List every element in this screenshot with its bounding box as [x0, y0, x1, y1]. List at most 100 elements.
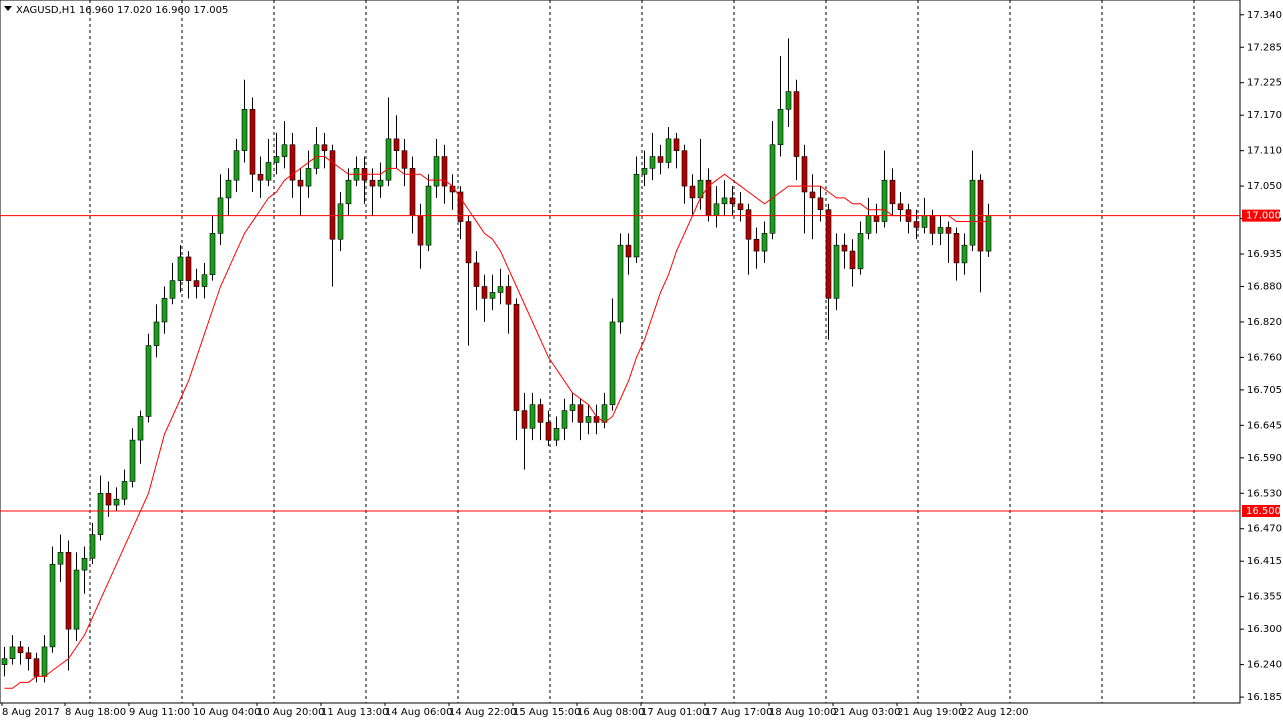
x-tick-label: 10 Aug 20:00	[257, 707, 324, 718]
moving-average	[4, 156, 989, 689]
level-label: 17.000	[1246, 211, 1281, 222]
y-tick-label: 16.820	[1247, 317, 1282, 328]
candle-body	[577, 404, 584, 423]
candle-body	[409, 168, 416, 216]
candle-body	[945, 227, 952, 234]
candle-body	[753, 238, 760, 252]
candle-body	[9, 646, 16, 659]
candle-body	[521, 410, 528, 429]
candle-body	[673, 138, 680, 151]
y-tick-label: 17.340	[1247, 10, 1282, 21]
y-tick-label: 17.285	[1247, 42, 1282, 53]
candle-body	[281, 144, 288, 157]
candle-body	[937, 227, 944, 234]
candle-body	[401, 150, 408, 169]
candle-body	[657, 156, 664, 163]
candle-body	[665, 138, 672, 163]
candle-body	[89, 534, 96, 559]
candle-body	[473, 262, 480, 287]
candle-body	[233, 150, 240, 181]
candle-body	[569, 404, 576, 411]
x-tick-label: 17 Aug 17:00	[705, 707, 772, 718]
candle-body	[745, 209, 752, 240]
x-tick-label: 11 Aug 13:00	[321, 707, 388, 718]
candle-body	[809, 191, 816, 199]
candle-body	[241, 108, 248, 151]
candle-body	[65, 552, 72, 630]
candle-body	[145, 345, 152, 417]
x-tick-label: 22 Aug 12:00	[961, 707, 1028, 718]
candle-body	[713, 203, 720, 216]
y-tick-label: 17.110	[1247, 146, 1282, 157]
chart-title: XAGUSD,H1 16.960 17.020 16.960 17.005	[16, 5, 228, 16]
candle-body	[73, 569, 80, 630]
candle-body	[529, 404, 536, 429]
x-tick-label: 14 Aug 06:00	[385, 707, 452, 718]
y-tick-label: 17.225	[1247, 78, 1282, 89]
candle-body	[817, 197, 824, 211]
x-tick-label: 21 Aug 03:00	[833, 707, 900, 718]
y-tick-label: 17.170	[1247, 110, 1282, 121]
candle-body	[953, 233, 960, 264]
candle-body	[929, 215, 936, 234]
y-tick-label: 16.470	[1247, 524, 1282, 535]
candle-body	[321, 144, 328, 151]
level-label-box	[1242, 209, 1280, 222]
candle-body	[337, 203, 344, 240]
candle-body	[897, 203, 904, 211]
candle-body	[49, 563, 56, 648]
candle-body	[177, 256, 184, 281]
level-label-box	[1242, 505, 1280, 518]
candle-body	[209, 233, 216, 276]
menu-triangle	[4, 6, 12, 11]
candle-body	[841, 244, 848, 252]
x-tick-label: 10 Aug 04:00	[193, 707, 260, 718]
candle-body	[289, 144, 296, 181]
candle-body	[777, 108, 784, 146]
candle-body	[833, 244, 840, 299]
x-tick-label: 15 Aug 15:00	[513, 707, 580, 718]
candle-body	[561, 410, 568, 429]
x-tick-label: 9 Aug 11:00	[129, 707, 190, 718]
x-tick-label: 18 Aug 10:00	[769, 707, 836, 718]
candle-body	[385, 138, 392, 181]
x-tick-label: 8 Aug 18:00	[65, 707, 126, 718]
candle-body	[169, 280, 176, 299]
candle-body	[513, 303, 520, 411]
candle-body	[225, 179, 232, 199]
y-tick-label: 16.240	[1247, 660, 1282, 671]
candle-body	[137, 416, 144, 441]
candle-body	[41, 646, 48, 677]
candle-body	[585, 416, 592, 423]
candle-body	[25, 652, 32, 659]
candle-body	[889, 179, 896, 205]
y-tick-label: 16.300	[1247, 624, 1282, 635]
candle-body	[825, 209, 832, 299]
candle-body	[121, 481, 128, 500]
level-label: 16.500	[1246, 506, 1281, 517]
y-tick-label: 16.645	[1247, 420, 1282, 431]
candle-body	[721, 197, 728, 205]
candle-body	[417, 215, 424, 246]
candle-body	[801, 156, 808, 193]
candle-body	[97, 492, 104, 535]
candle-body	[689, 185, 696, 199]
candle-body	[305, 168, 312, 187]
candle-body	[553, 427, 560, 441]
candle-body	[249, 108, 256, 175]
candle-body	[737, 203, 744, 211]
candle-body	[729, 197, 736, 205]
y-tick-label: 16.530	[1247, 488, 1282, 499]
y-tick-label: 16.415	[1247, 556, 1282, 567]
candle-body	[257, 173, 264, 181]
candle-body	[369, 179, 376, 187]
candle-body	[105, 492, 112, 506]
y-tick-label: 16.880	[1247, 282, 1282, 293]
y-tick-label: 16.705	[1247, 385, 1282, 396]
candle-body	[641, 168, 648, 175]
candle-body	[113, 498, 120, 506]
candle-body	[57, 552, 64, 565]
y-tick-label: 17.050	[1247, 181, 1282, 192]
candle-body	[345, 179, 352, 205]
candle-body	[865, 215, 872, 234]
